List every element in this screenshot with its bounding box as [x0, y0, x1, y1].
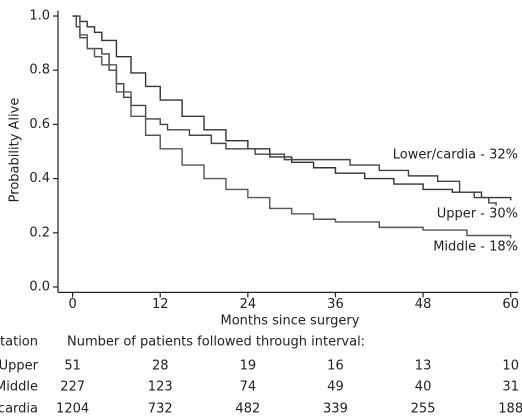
risk-row-label: Upper: [0, 359, 39, 374]
survival-curve: [72, 15, 512, 201]
risk-count: 74: [240, 380, 257, 395]
y-tick-label: 0.8: [29, 63, 50, 78]
risk-count: 10: [502, 359, 519, 374]
curve-label: Middle - 18%: [433, 240, 518, 255]
y-tick-label: 0.2: [29, 225, 50, 240]
risk-count: 188: [498, 402, 522, 417]
y-tick-label: 0.6: [29, 117, 50, 132]
x-tick-label: 36: [327, 297, 344, 312]
x-tick-label: 12: [152, 297, 169, 312]
x-tick-label: 0: [68, 297, 76, 312]
risk-count: 123: [148, 380, 173, 395]
risk-table-title: Number of patients followed through inte…: [67, 335, 365, 350]
risk-count: 255: [411, 402, 436, 417]
survival-curve: [72, 15, 512, 239]
risk-row-label: Middle: [0, 380, 38, 395]
risk-count: 339: [323, 402, 348, 417]
x-axis-label: Months since surgery: [221, 314, 360, 329]
y-tick-label: 0.0: [29, 279, 50, 294]
x-tick-label: 48: [415, 297, 432, 312]
risk-count: 1204: [56, 402, 89, 417]
risk-row-label: Lower/cardia: [0, 402, 38, 417]
risk-count: 51: [64, 359, 81, 374]
y-tick-label: 1.0: [29, 9, 50, 24]
curve-label: Lower/cardia - 32%: [393, 148, 518, 163]
risk-count: 40: [415, 380, 432, 395]
y-tick-label: 0.4: [29, 171, 50, 186]
risk-table-label-header: Station: [0, 335, 38, 350]
risk-count: 732: [148, 402, 173, 417]
risk-count: 13: [415, 359, 432, 374]
risk-count: 28: [152, 359, 169, 374]
survival-curve: [72, 15, 497, 206]
risk-count: 49: [327, 380, 344, 395]
x-tick-label: 24: [240, 297, 257, 312]
risk-count: 31: [502, 380, 519, 395]
risk-count: 16: [327, 359, 344, 374]
risk-count: 227: [60, 380, 85, 395]
curve-label: Upper - 30%: [437, 207, 518, 222]
risk-count: 19: [240, 359, 257, 374]
x-tick-label: 60: [502, 297, 519, 312]
risk-count: 482: [235, 402, 260, 417]
y-axis-label: Probability Alive: [8, 98, 23, 203]
